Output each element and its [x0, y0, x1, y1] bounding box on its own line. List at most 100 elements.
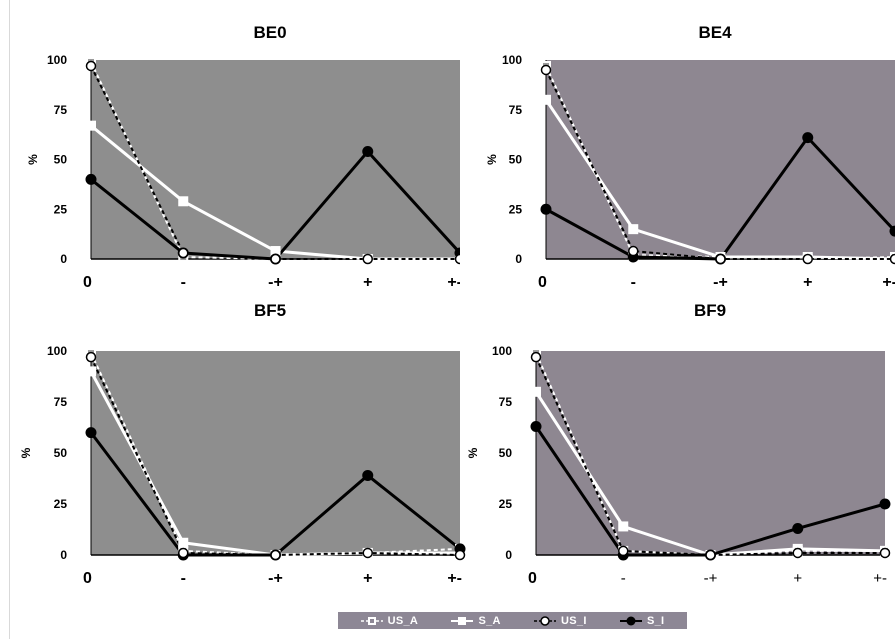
legend-item-s-i: S_I [619, 614, 665, 627]
x-tick-label-be0: 0 [83, 274, 92, 291]
chart-title-bf5: BF5 [254, 301, 286, 320]
x-tick-label-be4: + [803, 274, 812, 291]
data-point-us-i-be4 [715, 253, 726, 265]
y-tick-label-be4: 25 [509, 202, 523, 216]
y-tick-label-bf9: 0 [505, 548, 512, 562]
legend-swatch-s-i [619, 616, 642, 625]
chart-title-bf9: BF9 [694, 301, 726, 320]
chart-bf9: BF9 0 25 50 75 100% 0 - -+ + +- [466, 301, 891, 587]
data-point-us-i-bf9 [618, 545, 629, 557]
plot-area-be0 [91, 60, 460, 259]
data-point-us-i-bf9 [879, 547, 891, 559]
y-tick-label-be4: 0 [515, 252, 522, 266]
data-point-s-i-be0 [85, 173, 97, 185]
x-tick-label-be4: 0 [538, 274, 547, 291]
data-point-us-i-bf5 [178, 547, 189, 559]
y-tick-label-be4: 50 [509, 153, 523, 167]
y-tick-label-bf5: 50 [54, 446, 68, 460]
y-tick-label-bf5: 0 [60, 548, 67, 562]
y-tick-label-be0: 75 [54, 103, 68, 117]
legend-swatch-us-i [534, 615, 557, 626]
data-point-us-i-bf5 [85, 351, 97, 363]
legend-item-us-a: US_A [360, 614, 419, 627]
x-tick-label-bf5: -+ [268, 570, 283, 587]
data-point-us-i-bf5 [454, 549, 466, 561]
data-point-s-i-bf9 [530, 420, 542, 432]
data-point-us-i-be0 [85, 60, 97, 72]
data-point-s-a-be4 [628, 224, 639, 235]
plot-area-bf9 [536, 351, 885, 555]
x-tick-label-bf5: +- [447, 570, 462, 587]
y-tick-label-be4: 100 [502, 53, 522, 67]
y-tick-label-bf9: 50 [499, 446, 513, 460]
legend-item-s-a: S_A [451, 615, 500, 627]
data-point-s-a-be0 [86, 120, 96, 131]
legend-label-us-i: US_I [561, 614, 587, 627]
y-tick-label-be0: 50 [54, 153, 68, 167]
data-point-us-i-be4 [628, 245, 639, 257]
left-border-line [9, 0, 10, 639]
data-point-us-i-bf9 [792, 547, 803, 559]
data-point-us-i-be4 [540, 64, 552, 76]
data-point-us-i-be0 [178, 247, 189, 259]
data-point-s-i-be4 [802, 132, 814, 144]
legend-label-us-a: US_A [387, 614, 419, 627]
y-tick-label-be0: 0 [60, 252, 67, 266]
legend: US_A S_A US_I S_I [338, 612, 687, 629]
y-axis-label-bf9: % [466, 447, 480, 458]
chart-bf5: BF5 0 25 50 75 100% 0 - -+ + +- [19, 301, 466, 587]
data-point-s-i-bf9 [879, 498, 891, 510]
legend-item-us-i: US_I [534, 615, 587, 627]
data-point-s-i-be0 [362, 146, 374, 158]
plot-area-be4 [546, 60, 895, 259]
y-tick-label-be4: 75 [509, 103, 523, 117]
y-tick-label-bf9: 25 [499, 497, 513, 511]
legend-label-s-a: S_A [478, 614, 501, 627]
data-point-s-a-be0 [270, 246, 281, 257]
y-tick-label-bf9: 100 [492, 344, 512, 358]
x-tick-label-bf9: - [621, 570, 626, 587]
chart-be4: BE4 0 25 50 75 100% 0 - -+ + +- [485, 23, 895, 291]
data-point-us-i-be0 [362, 253, 373, 265]
data-point-us-i-be0 [454, 253, 460, 265]
y-tick-label-bf9: 75 [499, 395, 513, 409]
y-tick-label-be0: 25 [54, 202, 68, 216]
legend-swatch-s-a [451, 616, 474, 625]
chart-title-be0: BE0 [253, 23, 286, 42]
x-tick-label-be0: + [363, 274, 372, 291]
y-axis-label-be4: % [485, 154, 499, 165]
legend-swatch-us-a [360, 616, 383, 625]
data-point-s-a-bf9 [618, 521, 629, 532]
x-tick-label-bf9: -+ [704, 570, 718, 587]
y-tick-label-be0: 100 [47, 53, 67, 67]
data-point-us-i-bf9 [530, 351, 542, 363]
data-point-s-i-bf9 [792, 522, 804, 534]
data-point-us-i-bf5 [362, 547, 373, 559]
x-tick-label-bf5: - [181, 570, 186, 587]
data-point-s-a-bf5 [178, 537, 189, 548]
legend-label-s-i: S_I [646, 614, 665, 627]
series-line-us-i-bf9 [535, 356, 885, 556]
data-point-us-i-be4 [889, 253, 895, 265]
chart-title-be4: BE4 [698, 23, 732, 42]
y-tick-label-bf5: 100 [47, 344, 67, 358]
x-tick-label-be0: - [181, 274, 186, 291]
data-point-us-i-be4 [802, 253, 813, 265]
data-point-s-i-bf5 [362, 469, 374, 481]
data-point-s-i-bf5 [85, 427, 97, 439]
y-tick-label-bf5: 25 [54, 497, 68, 511]
y-axis-label-be0: % [26, 154, 40, 165]
x-tick-label-be4: - [631, 274, 636, 291]
x-tick-label-bf5: + [363, 570, 372, 587]
x-tick-label-be0: -+ [268, 274, 283, 291]
data-point-s-i-be4 [540, 203, 552, 215]
x-tick-label-bf9: + [793, 570, 802, 587]
plot-area-bf5 [91, 351, 460, 555]
data-point-us-i-bf9 [705, 549, 716, 561]
x-tick-label-be0: +- [447, 274, 460, 291]
data-point-s-a-bf5 [86, 366, 96, 377]
x-tick-label-bf9: +- [873, 570, 887, 587]
y-tick-label-bf5: 75 [54, 395, 68, 409]
data-point-us-i-be0 [270, 253, 281, 265]
x-tick-label-be4: +- [882, 274, 895, 291]
